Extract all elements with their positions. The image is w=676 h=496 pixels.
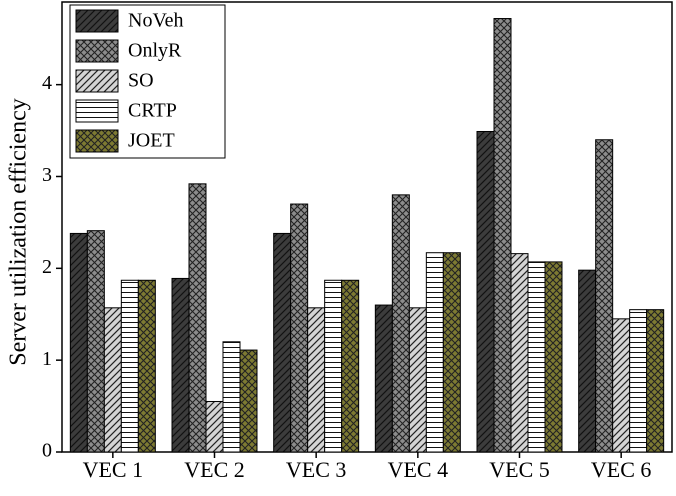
y-tick-label: 4	[42, 72, 52, 94]
bar	[171, 277, 190, 453]
y-tick-label: 2	[42, 256, 52, 278]
x-tick-label: VEC 5	[489, 457, 550, 482]
bar	[341, 279, 360, 453]
legend-label: NoVeh	[128, 10, 184, 32]
bar	[612, 318, 631, 453]
legend-label: SO	[128, 70, 154, 92]
bar	[120, 279, 139, 453]
bar	[103, 307, 122, 453]
legend-swatch	[75, 69, 119, 93]
legend-swatch	[75, 99, 119, 123]
x-tick-label: VEC 3	[286, 457, 347, 482]
y-tick-label: 0	[42, 440, 52, 462]
legend-swatch	[75, 39, 119, 63]
bar	[544, 261, 563, 453]
bar	[578, 269, 597, 453]
bar	[391, 194, 410, 453]
bar	[324, 279, 343, 453]
bar	[69, 232, 88, 453]
bar	[646, 309, 665, 453]
legend-label: CRTP	[128, 100, 177, 122]
bar	[137, 279, 156, 453]
bar	[595, 139, 614, 453]
legend-label: OnlyR	[128, 40, 182, 62]
bar	[86, 230, 105, 453]
legend-swatch	[75, 129, 119, 153]
x-tick-label: VEC 2	[184, 457, 245, 482]
x-tick-label: VEC 1	[83, 457, 144, 482]
bar	[476, 130, 495, 453]
bar	[629, 309, 648, 453]
bar	[493, 18, 512, 453]
legend-label: JOET	[128, 130, 175, 152]
bar	[222, 341, 241, 453]
legend-swatch	[75, 9, 119, 33]
plot-frame	[61, 1, 673, 453]
bar	[527, 261, 546, 453]
bar	[408, 307, 427, 453]
bar	[205, 400, 224, 453]
bar	[188, 183, 207, 453]
bar	[273, 232, 292, 453]
bar	[374, 304, 393, 453]
x-tick-label: VEC 4	[388, 457, 449, 482]
y-tick-label: 1	[42, 348, 52, 370]
bar	[442, 252, 461, 453]
bar	[239, 349, 258, 453]
x-tick-label: VEC 6	[591, 457, 652, 482]
bar	[510, 253, 529, 453]
y-tick-label: 3	[42, 164, 52, 186]
y-axis-label: Server utilization efficiency	[6, 98, 32, 365]
bar	[425, 252, 444, 453]
bar	[290, 203, 309, 453]
bar	[307, 307, 326, 453]
